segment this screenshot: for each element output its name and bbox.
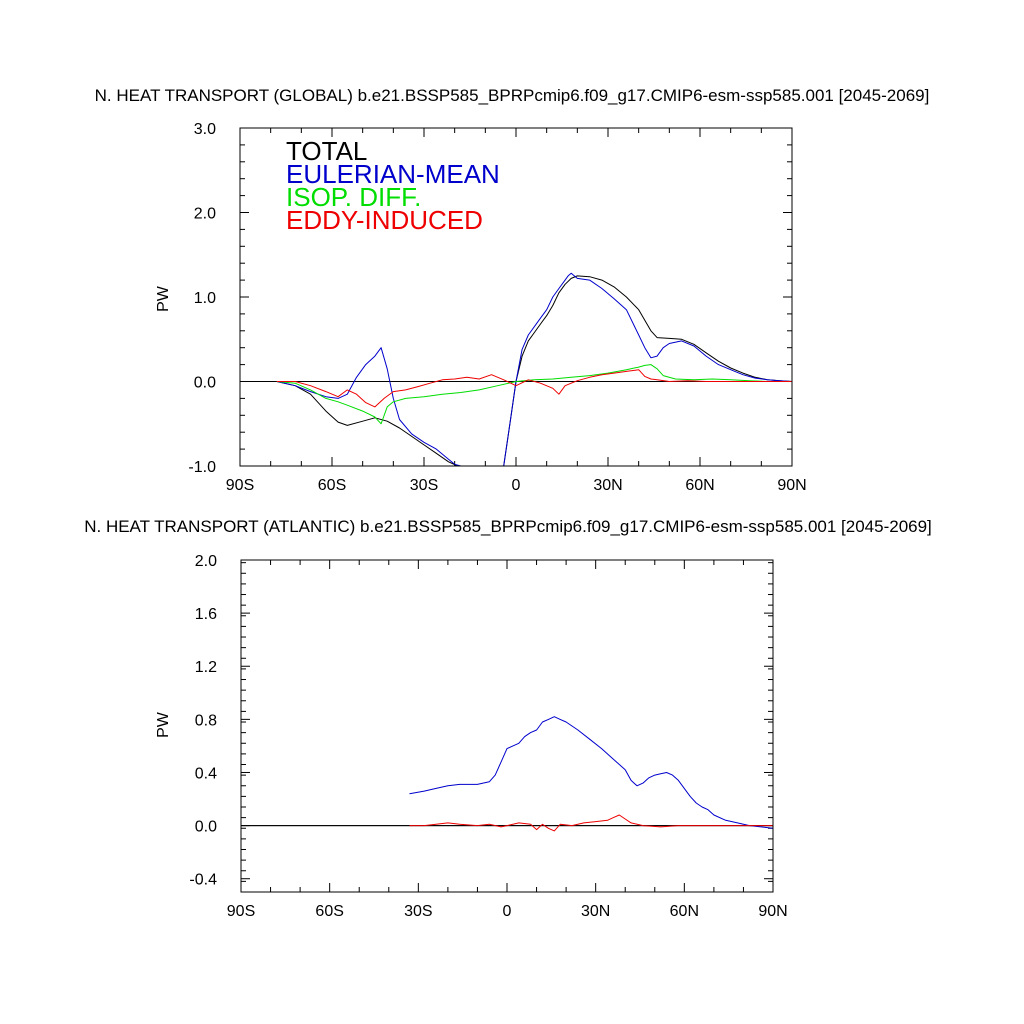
global-panel: N. HEAT TRANSPORT (GLOBAL) b.e21.BSSP585… [95,86,930,494]
legend-entry-isop-diff: ISOP. DIFF. [286,182,421,212]
global-y-tick-label: 1.0 [194,290,216,307]
global-series-eddy-induced [276,369,792,408]
atlantic-x-tick-label: 60S [315,903,343,920]
global-plot-frame [239,127,793,467]
atlantic-tick-labels: 90S 60S 30S 0 30N 60N 90N -0.4 0.0 0.4 0.8 1.2 1.6 2.… [189,553,787,920]
global-series-lines [276,272,792,466]
global-x-tick-label: 30S [410,477,438,494]
atlantic-x-tick-label: 90N [758,903,787,920]
global-tick-labels: 90S 60S 30S 0 30N 60N 90N -1.0 0.0 1.0 2.0 3.0 [188,121,806,494]
global-legend: TOTAL EULERIAN-MEAN ISOP. DIFF. EDDY-IND… [286,136,500,235]
atlantic-chart-title: N. HEAT TRANSPORT (ATLANTIC) b.e21.BSSP5… [84,517,932,536]
global-y-tick-label: 0.0 [194,375,216,392]
atlantic-y-tick-label: 0.8 [195,712,217,729]
atlantic-x-tick-label: 0 [503,903,512,920]
legend-entry-total: TOTAL [286,136,367,166]
legend-entry-eddy-induced: EDDY-INDUCED [286,205,483,235]
atlantic-x-tick-label: 60N [670,903,699,920]
global-y-axis-label: PW [155,285,172,312]
atlantic-y-tick-label: 0.4 [195,765,217,782]
atlantic-series-lines [241,716,773,832]
atlantic-y-tick-label: 0.0 [195,819,217,836]
global-x-tick-label: 0 [512,477,521,494]
atlantic-x-tick-label: 30S [404,903,432,920]
global-series-eulerian-mean [276,272,792,466]
atlantic-y-tick-label: 1.6 [195,606,217,623]
atlantic-y-axis-label: PW [155,711,172,738]
legend-entry-eulerian-mean: EULERIAN-MEAN [286,159,500,189]
global-series-isop-diff [276,364,792,425]
global-x-tick-label: 30N [593,477,622,494]
atlantic-axes [240,559,774,893]
atlantic-x-tick-label: 90S [227,903,255,920]
atlantic-y-tick-label: 1.2 [195,659,217,676]
atlantic-plot-frame [240,559,774,893]
atlantic-panel: N. HEAT TRANSPORT (ATLANTIC) b.e21.BSSP5… [84,517,932,920]
atlantic-series-eddy-induced [409,814,773,832]
global-x-tick-label: 90S [226,477,254,494]
global-chart-title: N. HEAT TRANSPORT (GLOBAL) b.e21.BSSP585… [95,86,930,105]
atlantic-y-tick-label: 2.0 [195,553,217,570]
global-x-tick-label: 60N [685,477,714,494]
atlantic-y-tick-label: -0.4 [189,872,217,889]
global-y-tick-label: -1.0 [188,459,216,476]
global-series-total [276,275,792,466]
global-y-tick-label: 3.0 [194,121,216,138]
atlantic-series-eulerian-mean [409,716,773,829]
global-x-tick-label: 90N [777,477,806,494]
global-x-tick-label: 60S [318,477,346,494]
global-y-tick-label: 2.0 [194,206,216,223]
atlantic-x-tick-label: 30N [581,903,610,920]
